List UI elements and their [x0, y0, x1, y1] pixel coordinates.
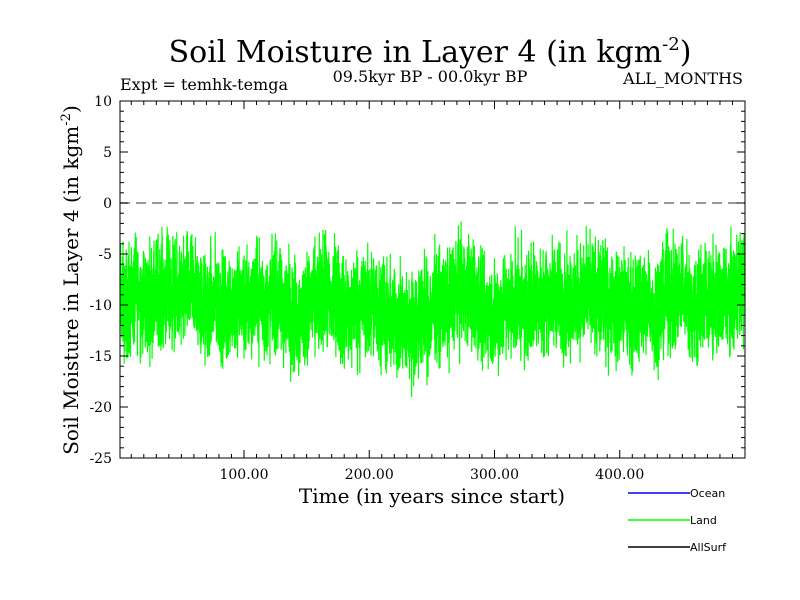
x-axis-title: Time (in years since start) — [299, 484, 565, 508]
legend: Ocean Land AllSurf — [628, 487, 727, 554]
legend-item-ocean: Ocean — [628, 487, 725, 500]
x-tick-label: 400.00 — [595, 467, 644, 483]
legend-label-allsurf: AllSurf — [690, 541, 727, 554]
land-series-line — [119, 221, 746, 398]
y-axis-title-close: ) — [59, 105, 83, 113]
x-tick-label: 200.00 — [345, 467, 394, 483]
legend-label-land: Land — [690, 514, 717, 527]
x-tick-label: 300.00 — [470, 467, 519, 483]
chart-title-text: Soil Moisture in Layer 4 (in kgm — [169, 35, 663, 70]
y-tick-label: -20 — [89, 400, 112, 416]
y-axis-title-superscript: -2 — [59, 113, 74, 126]
y-axis-ticks: -25 -20 -15 -10 -5 0 5 10 — [89, 94, 745, 467]
chart-title-superscript: -2 — [662, 34, 680, 55]
chart-title: Soil Moisture in Layer 4 (in kgm-2) — [169, 34, 692, 70]
chart-title-close: ) — [680, 35, 692, 70]
y-axis-title: Soil Moisture in Layer 4 (in kgm-2) — [59, 105, 83, 455]
y-tick-label: 0 — [103, 196, 112, 212]
y-axis-title-text: Soil Moisture in Layer 4 (in kgm — [59, 126, 83, 455]
experiment-label: Expt = temhk-temga — [120, 75, 288, 94]
months-label: ALL_MONTHS — [622, 69, 743, 88]
y-tick-label: -10 — [89, 298, 112, 314]
plot-area: -25 -20 -15 -10 -5 0 5 10 100.00 200.00 300.00 400… — [89, 94, 746, 483]
y-tick-label: -15 — [89, 349, 112, 365]
legend-item-allsurf: AllSurf — [628, 541, 727, 554]
x-tick-label: 100.00 — [219, 467, 268, 483]
y-tick-label: 10 — [94, 94, 112, 110]
y-tick-label: -25 — [89, 451, 112, 467]
y-tick-label: 5 — [103, 145, 112, 161]
x-axis-ticks: 100.00 200.00 300.00 400.00 — [130, 101, 733, 483]
legend-item-land: Land — [628, 514, 717, 527]
legend-label-ocean: Ocean — [690, 487, 725, 500]
y-tick-label: -5 — [98, 247, 112, 263]
period-label: 09.5kyr BP - 00.0kyr BP — [333, 67, 528, 86]
plot-frame — [119, 100, 746, 459]
